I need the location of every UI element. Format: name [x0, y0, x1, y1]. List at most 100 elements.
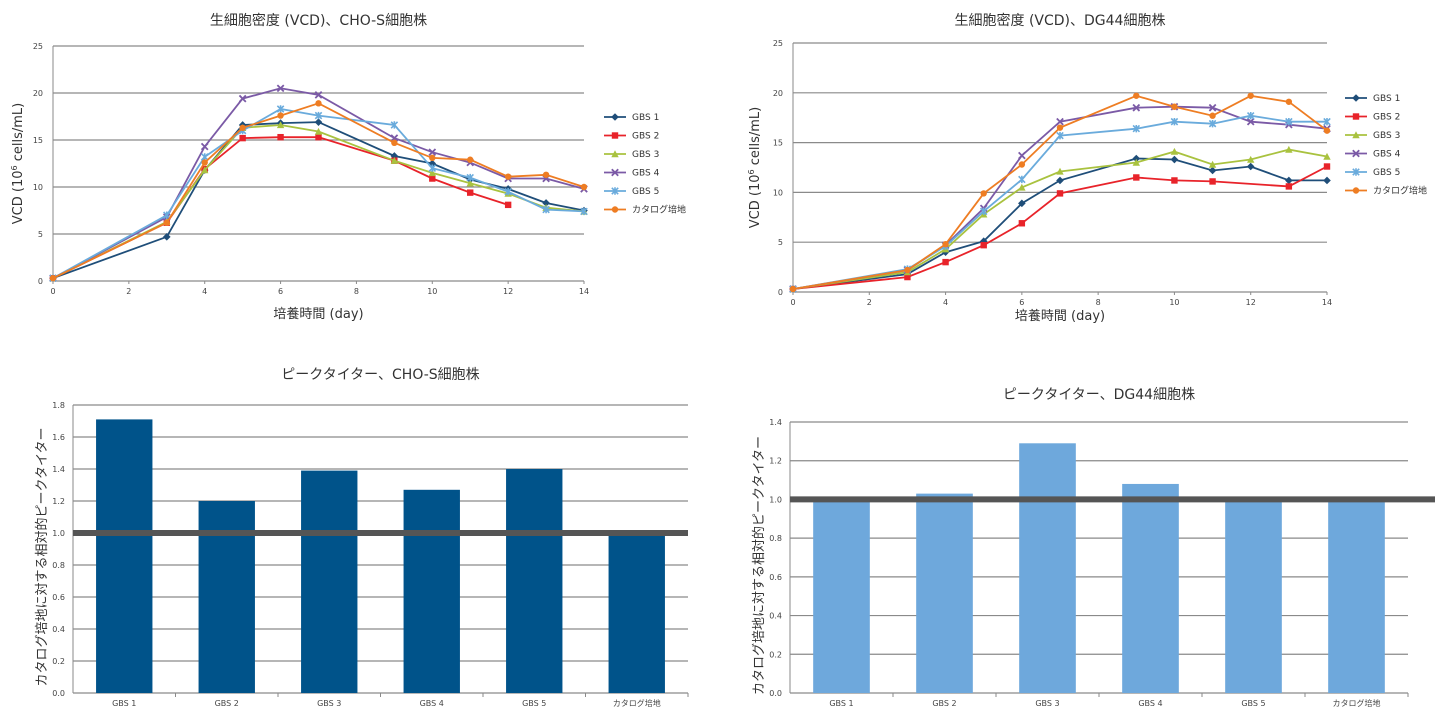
bar-catalog [1328, 499, 1385, 693]
data-point [239, 124, 246, 131]
y-axis-title-prefix: VCD (10 [748, 175, 763, 229]
y-tick-label: 0.2 [769, 650, 782, 659]
x-tick-label: GBS 2 [932, 699, 956, 708]
data-point [1170, 155, 1179, 164]
data-point [163, 219, 170, 226]
data-point [314, 111, 323, 120]
data-point [1285, 145, 1293, 153]
x-tick-label: GBS 2 [215, 699, 239, 708]
data-point [390, 121, 399, 129]
data-point [428, 169, 436, 177]
data-point [1132, 158, 1140, 166]
y-axis-title: VCD (106 cells/mL) [10, 103, 26, 224]
legend-label: GBS 1 [632, 113, 659, 123]
data-point [276, 121, 285, 129]
x-tick-label: GBS 1 [112, 699, 136, 708]
x-tick-label: GBS 1 [829, 699, 853, 708]
legend-label: GBS 4 [1373, 150, 1401, 160]
data-point [1056, 190, 1064, 197]
y-axis-title-suffix: cells/mL) [748, 107, 763, 170]
legend-label: GBS 5 [632, 187, 659, 197]
data-point [1018, 175, 1026, 184]
x-tick-label: 0 [790, 298, 795, 307]
series-catalog [49, 100, 588, 282]
x-tick-label: 12 [1246, 298, 1256, 307]
legend-swatch-marker [611, 206, 619, 213]
data-point [1246, 162, 1255, 171]
data-point [467, 189, 474, 196]
legend-label: GBS 1 [1373, 94, 1400, 104]
data-point [49, 274, 57, 282]
bar-gbs-4 [403, 489, 460, 693]
legend-label: GBS 3 [1373, 131, 1400, 141]
y-tick-label: 15 [773, 139, 783, 148]
legend-entry: GBS 3 [1345, 131, 1400, 141]
data-point [504, 201, 512, 209]
y-tick-label: 15 [33, 136, 43, 145]
y-tick-label: 1.0 [52, 529, 65, 538]
bar-gbs-1 [96, 419, 153, 693]
legend-swatch-marker [1352, 94, 1360, 102]
bar-gbs-5 [1225, 501, 1282, 693]
data-point [466, 179, 474, 187]
legend-label: GBS 4 [632, 169, 660, 179]
y-axis-title-superscript: 6 [10, 165, 19, 170]
legend-label: GBS 5 [1373, 168, 1400, 178]
data-point [1018, 161, 1026, 168]
data-point [315, 133, 322, 141]
bar-gbs-2 [916, 493, 973, 693]
legend-label: カタログ培地 [1373, 185, 1427, 197]
chart-title: 生細胞密度 (VCD)、DG44細胞株 [955, 12, 1166, 29]
legend-swatch-marker [1352, 131, 1360, 139]
data-point [276, 105, 285, 113]
data-point [504, 187, 512, 196]
y-tick-label: 0.8 [769, 534, 782, 543]
x-axis-title: 培養時間 (day) [273, 306, 363, 322]
y-tick-label: 0 [778, 288, 783, 297]
y-tick-label: 1.2 [769, 457, 782, 466]
x-tick-label: 0 [50, 287, 55, 296]
y-tick-label: 1.8 [52, 401, 65, 410]
data-point [429, 175, 436, 182]
x-tick-label: 8 [354, 287, 359, 296]
data-point [201, 166, 209, 174]
legend-swatch-marker [611, 113, 619, 121]
series-gbs-4 [789, 102, 1331, 293]
x-tick-label: 10 [427, 287, 437, 296]
series-line [792, 157, 1327, 290]
data-point [1018, 151, 1026, 160]
data-point [1056, 131, 1064, 140]
x-tick-label: GBS 4 [420, 699, 444, 708]
data-point [1285, 176, 1293, 185]
series-gbs-2 [49, 133, 512, 282]
data-point [1208, 119, 1217, 128]
y-tick-label: 1.4 [52, 465, 65, 474]
y-tick-label: 20 [33, 89, 43, 98]
data-point [1132, 103, 1141, 112]
series-line [792, 148, 1328, 290]
legend-label: GBS 2 [632, 132, 659, 142]
x-tick-label: 6 [278, 287, 283, 296]
data-point [277, 112, 284, 119]
data-point [428, 164, 437, 172]
data-point [314, 118, 323, 126]
legend-label: カタログ培地 [632, 204, 686, 216]
dg44-peak-titer-bar-chart: ピークタイター、DG44細胞株 0.0 0.2 0.4 0.6 0.8 1.0 1.2 1.4 G… [751, 387, 1435, 708]
x-tick-label: 10 [1169, 298, 1179, 307]
y-tick-label: 0.8 [52, 561, 65, 570]
data-point [1170, 147, 1179, 155]
data-point [467, 156, 474, 163]
x-tick-label: GBS 5 [522, 699, 546, 708]
data-point [1133, 174, 1140, 181]
data-point [1056, 124, 1064, 131]
y-tick-label: 0.0 [52, 689, 65, 698]
data-point [580, 183, 588, 191]
data-point [390, 134, 399, 142]
legend-entry: カタログ培地 [604, 204, 686, 216]
y-tick-label: 20 [773, 89, 783, 98]
series-gbs-1 [789, 154, 1331, 293]
data-point [1247, 92, 1254, 99]
y-tick-label: 0.6 [52, 593, 65, 602]
data-point [542, 199, 550, 207]
